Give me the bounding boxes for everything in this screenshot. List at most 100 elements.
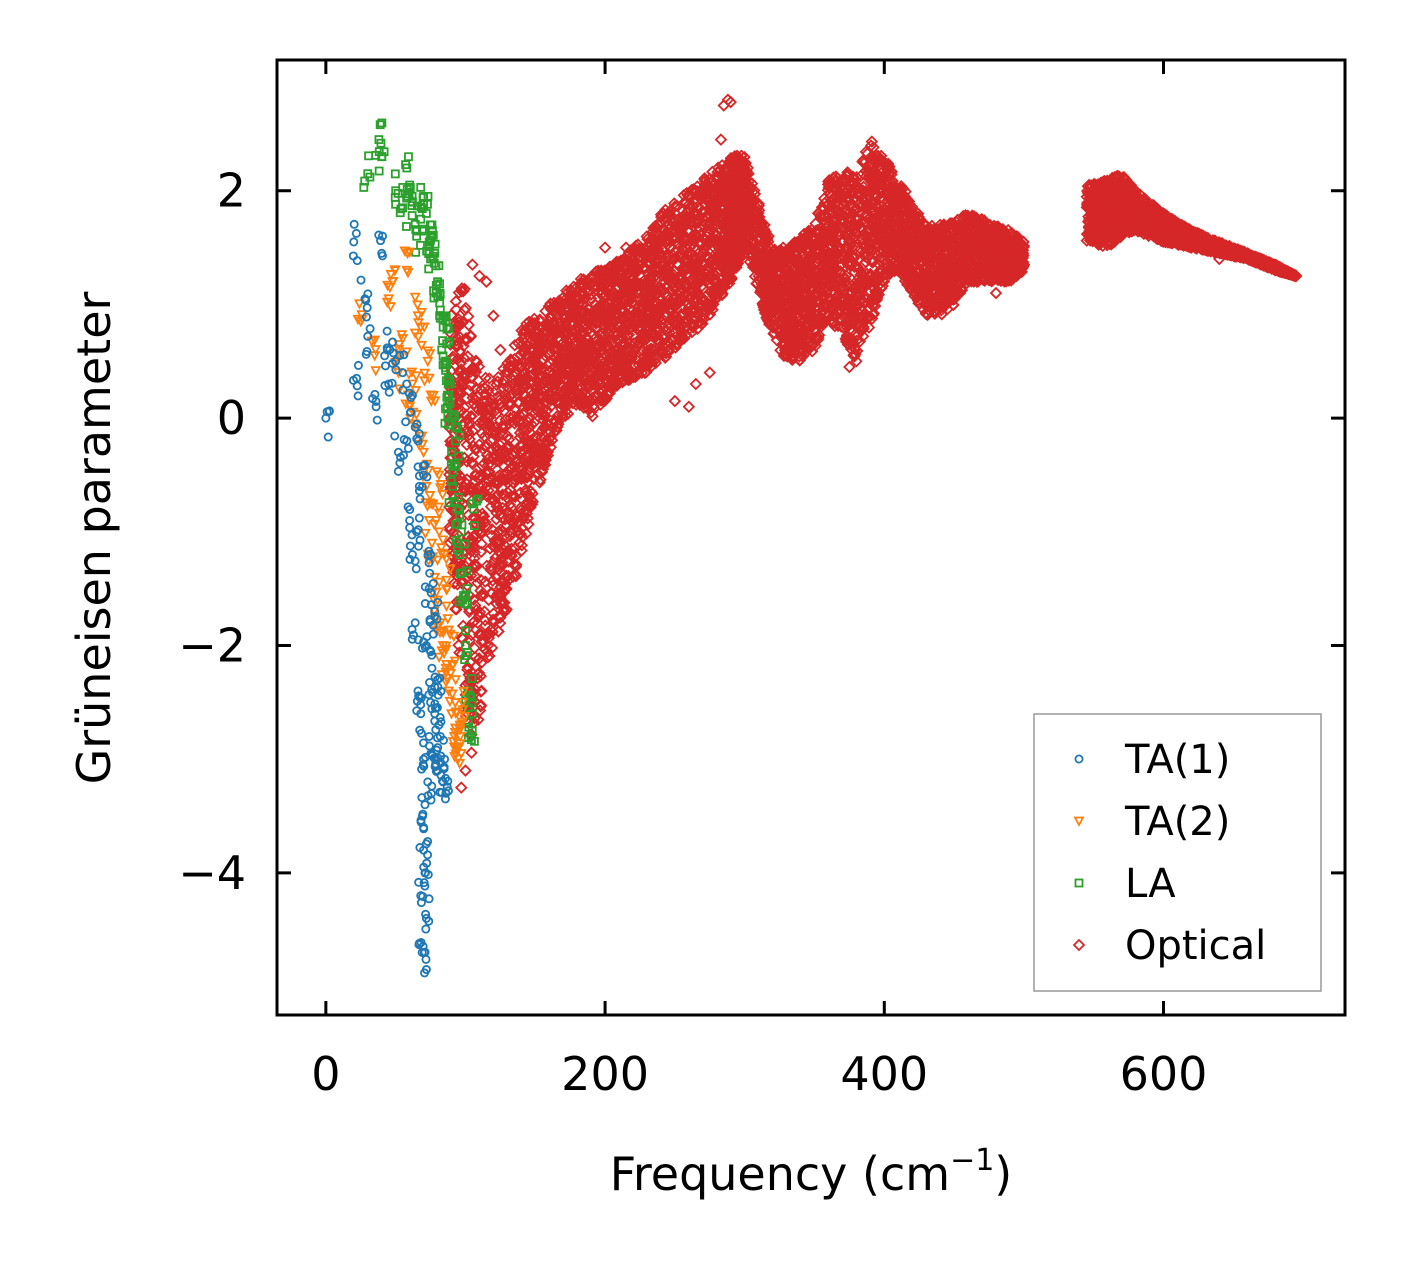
optical-point [519,371,533,384]
optical-point [636,262,650,276]
optical-point [544,373,557,386]
optical-point [704,299,717,312]
optical-point [509,414,522,427]
optical-point [616,326,630,340]
optical-point [469,529,482,542]
optical-point [584,277,597,290]
optical-point [622,352,636,365]
optical-point [481,651,495,664]
optical-point [455,282,469,295]
optical-point [493,414,507,427]
optical-point [547,375,561,389]
optical-point [556,410,570,424]
optical-point [698,180,711,194]
optical-point [466,533,479,547]
optical-point [658,309,672,322]
optical-point [692,202,705,215]
optical-point [534,346,547,359]
optical-point [682,225,696,239]
optical-point [527,387,540,400]
optical-point [619,282,632,296]
optical-point [522,449,535,463]
optical-point [465,746,478,759]
optical-point [593,360,606,373]
optical-point [563,311,577,325]
optical-point [518,389,531,403]
optical-point [461,661,475,674]
optical-point [625,296,638,310]
optical-point [658,287,672,300]
optical-point [515,503,528,516]
optical-point [611,350,624,363]
optical-point [618,316,632,330]
optical-point [544,430,557,444]
optical-point [503,572,517,585]
optical-point [634,251,648,264]
optical-point [594,275,607,288]
optical-point [582,352,596,365]
optical-point [668,200,682,213]
optical-point [485,523,499,536]
optical-point [625,250,638,263]
optical-point [610,255,623,269]
optical-point [704,218,718,231]
optical-point [682,322,696,336]
optical-point [696,206,710,220]
optical-point [512,397,525,410]
optical-point [558,308,571,322]
optical-point [526,495,539,509]
optical-point [491,593,504,606]
optical-point [458,366,471,380]
optical-point [664,241,677,255]
optical-point [715,244,728,257]
optical-point [553,325,566,339]
optical-point [483,542,497,555]
optical-point [642,294,656,308]
optical-point [714,283,727,296]
optical-point [491,390,505,403]
optical-point [696,308,710,322]
optical-point [501,397,515,411]
optical-point [492,625,505,638]
optical-point [595,304,608,318]
optical-point [538,365,552,379]
optical-point [525,405,539,419]
optical-point [491,533,505,547]
optical-point [522,518,535,531]
optical-point [668,232,682,245]
optical-point [623,256,637,270]
optical-point [468,558,481,571]
optical-point [698,263,712,276]
optical-point [490,378,503,392]
optical-point [484,393,498,407]
optical-point [653,336,667,350]
optical-point [451,319,464,333]
optical-point [516,530,529,544]
optical-point [467,593,480,606]
optical-point [632,323,646,337]
optical-point [549,341,563,354]
optical-point [621,356,635,370]
optical-point [477,457,491,470]
optical-point [466,540,480,554]
optical-point [697,295,710,308]
optical-point [647,221,660,235]
optical-point [650,239,663,253]
optical-point [670,318,684,331]
optical-point [697,246,711,259]
optical-point [449,468,463,481]
optical-point [459,545,473,559]
optical-point [636,297,650,310]
optical-point [578,319,592,333]
optical-point [486,625,499,639]
optical-point [473,416,487,430]
optical-point [603,263,616,276]
optical-point [555,342,568,356]
optical-point [678,196,692,210]
optical-point [463,416,476,429]
optical-point [476,507,489,520]
optical-point [471,668,485,681]
optical-point [453,386,467,399]
optical-point [498,513,512,526]
